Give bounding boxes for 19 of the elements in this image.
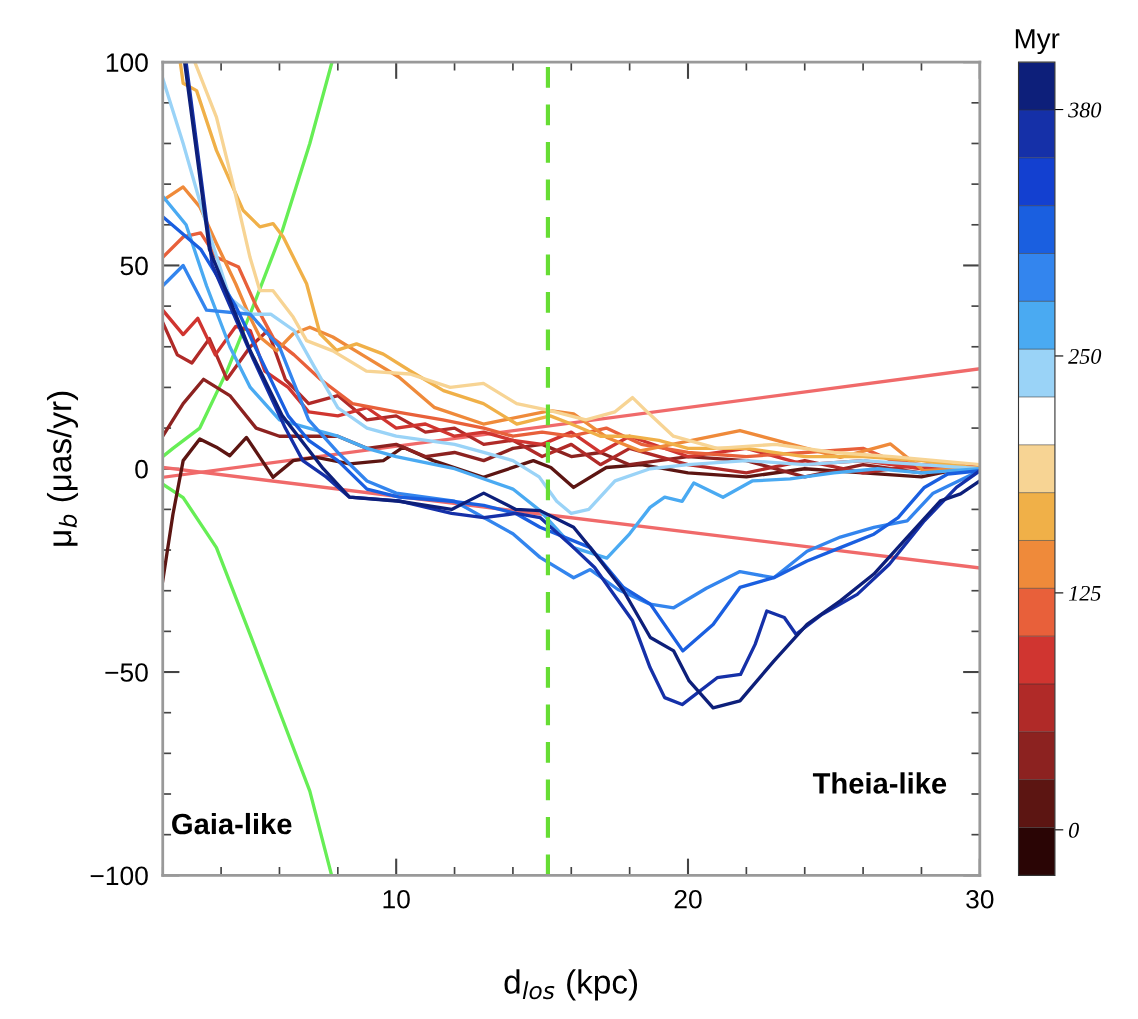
- line-series: [162, 482, 334, 876]
- annotation: Theia-like: [812, 772, 947, 794]
- line-series: [162, 194, 980, 560]
- color-bar-label: 250: [1068, 348, 1102, 364]
- annotation: Gaia-like: [172, 812, 292, 835]
- x-tick-label: 20: [674, 889, 702, 909]
- color-bar-label: 125: [1068, 585, 1101, 601]
- x-tick-label: 10: [383, 889, 410, 909]
- color-bar-label: 0: [1068, 822, 1079, 838]
- y-tick-label: 0: [135, 459, 148, 479]
- color-bar-label: 380: [1068, 102, 1102, 118]
- x-axis-title: d$_{los}$ (kpc): [504, 969, 638, 1001]
- x-tick-label: 30: [966, 889, 994, 909]
- color-bar-title: Myr: [1015, 29, 1060, 55]
- y-tick-label: −50: [105, 663, 148, 682]
- y-axis-title: μ$_{b}$ (μas/yr): [46, 391, 79, 546]
- y-tick-label: 50: [120, 256, 148, 276]
- y-tick-label: −100: [90, 866, 148, 886]
- y-tick-label: 100: [106, 53, 148, 72]
